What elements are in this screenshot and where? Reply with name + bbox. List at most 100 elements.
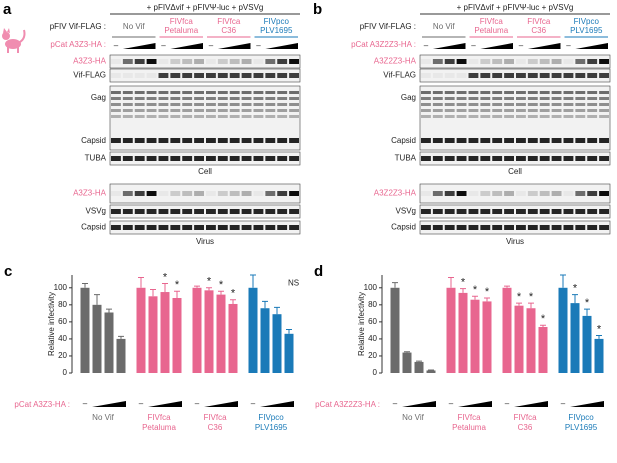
band bbox=[159, 191, 169, 196]
y-tick-label: 20 bbox=[58, 351, 67, 360]
band bbox=[599, 225, 609, 230]
error-bar bbox=[416, 361, 422, 362]
band bbox=[230, 109, 240, 112]
band bbox=[575, 225, 585, 230]
band bbox=[433, 225, 443, 230]
band bbox=[504, 109, 514, 112]
band bbox=[242, 115, 252, 118]
band bbox=[230, 91, 240, 94]
band bbox=[492, 73, 502, 78]
y-tick-label: 60 bbox=[368, 317, 377, 326]
error-bar bbox=[162, 284, 168, 293]
dose-wedge bbox=[514, 401, 548, 407]
band bbox=[492, 103, 502, 106]
y-axis-label: Relative infectivity bbox=[47, 292, 56, 356]
band bbox=[457, 209, 467, 214]
band bbox=[242, 59, 252, 64]
band bbox=[254, 225, 264, 230]
y-tick-label: 80 bbox=[58, 300, 67, 309]
significance: * bbox=[207, 276, 212, 288]
band bbox=[421, 156, 431, 161]
band bbox=[504, 115, 514, 118]
band bbox=[469, 138, 479, 143]
band bbox=[457, 73, 467, 78]
band bbox=[540, 109, 550, 112]
band bbox=[111, 109, 121, 112]
significance: * bbox=[231, 288, 236, 300]
band bbox=[265, 156, 275, 161]
band bbox=[265, 91, 275, 94]
band bbox=[135, 59, 145, 64]
band bbox=[277, 73, 287, 78]
error-bar bbox=[230, 300, 236, 304]
band bbox=[194, 59, 204, 64]
row-label: A3Z3-HA bbox=[73, 57, 107, 66]
bar bbox=[193, 288, 202, 373]
band bbox=[218, 225, 228, 230]
bar bbox=[539, 327, 548, 373]
band bbox=[254, 156, 264, 161]
band bbox=[206, 138, 216, 143]
band bbox=[123, 109, 133, 112]
band bbox=[528, 115, 538, 118]
band bbox=[504, 191, 514, 196]
error-bar bbox=[596, 336, 602, 339]
caption: Cell bbox=[198, 167, 212, 176]
error-bar bbox=[150, 289, 156, 296]
band bbox=[111, 103, 121, 106]
bar bbox=[595, 339, 604, 373]
band bbox=[218, 115, 228, 118]
band bbox=[575, 73, 585, 78]
band bbox=[230, 73, 240, 78]
band bbox=[504, 156, 514, 161]
bar bbox=[391, 288, 400, 373]
band bbox=[480, 103, 490, 106]
dose-wedge bbox=[402, 401, 436, 407]
band bbox=[182, 115, 192, 118]
band bbox=[159, 103, 169, 106]
group-label: PLV1695 bbox=[255, 423, 288, 432]
band bbox=[123, 115, 133, 118]
band bbox=[123, 209, 133, 214]
band bbox=[135, 209, 145, 214]
bar bbox=[285, 334, 294, 373]
band bbox=[492, 156, 502, 161]
y-axis-label: Relative infectivity bbox=[357, 292, 366, 356]
band bbox=[433, 91, 443, 94]
band bbox=[289, 138, 299, 143]
band bbox=[206, 191, 216, 196]
band bbox=[575, 59, 585, 64]
band bbox=[516, 138, 526, 143]
band bbox=[289, 225, 299, 230]
band bbox=[469, 156, 479, 161]
band bbox=[111, 225, 121, 230]
control-label: – bbox=[195, 399, 200, 408]
band bbox=[480, 115, 490, 118]
band bbox=[147, 97, 157, 100]
bar bbox=[515, 306, 524, 373]
band bbox=[147, 115, 157, 118]
band bbox=[528, 91, 538, 94]
band bbox=[194, 73, 204, 78]
error-bar bbox=[528, 303, 534, 308]
error-bar bbox=[194, 286, 200, 288]
band bbox=[445, 115, 455, 118]
band bbox=[599, 91, 609, 94]
group-label: FIVfca bbox=[513, 413, 537, 422]
band bbox=[492, 91, 502, 94]
band bbox=[123, 91, 133, 94]
band bbox=[194, 138, 204, 143]
band bbox=[445, 156, 455, 161]
panel-letter: c bbox=[4, 263, 12, 280]
control-label: – bbox=[471, 41, 476, 50]
header: + pFIVΔvif + pFIVΨ-luc + pVSVg bbox=[457, 3, 574, 12]
band bbox=[552, 103, 562, 106]
band bbox=[265, 97, 275, 100]
control-label: – bbox=[114, 41, 119, 50]
band bbox=[504, 59, 514, 64]
band bbox=[147, 73, 157, 78]
band bbox=[433, 109, 443, 112]
dose-wedge bbox=[170, 43, 203, 49]
band bbox=[265, 115, 275, 118]
band bbox=[587, 91, 597, 94]
